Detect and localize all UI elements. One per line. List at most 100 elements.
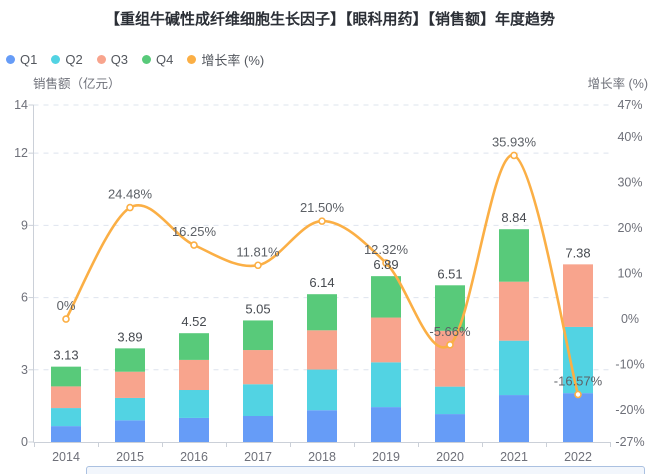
bar-segment-q1-2022[interactable] <box>563 393 593 442</box>
legend-item-q1[interactable]: Q1 <box>6 52 37 67</box>
bar-segment-q4-2014[interactable] <box>51 366 81 387</box>
bar-total-label: 8.84 <box>501 210 526 225</box>
growth-point-2016[interactable] <box>190 241 198 249</box>
right-axis-tick-label: -27% <box>615 435 644 449</box>
bar-segment-q1-2019[interactable] <box>371 407 401 442</box>
left-axis-tick-label: 0 <box>21 435 28 449</box>
growth-point-2020[interactable] <box>446 341 454 349</box>
bar-segment-q3-2018[interactable] <box>307 330 337 370</box>
x-axis-category-label: 2015 <box>116 450 144 464</box>
bar-segment-q1-2017[interactable] <box>243 416 273 442</box>
bar-segment-q2-2020[interactable] <box>435 386 465 415</box>
growth-point-2022[interactable] <box>574 390 582 399</box>
right-axis-tick-label: 47% <box>617 98 642 112</box>
bar-segment-q1-2021[interactable] <box>499 395 529 442</box>
legend-dot-icon <box>96 54 106 64</box>
bar-segment-q2-2017[interactable] <box>243 384 273 417</box>
bar-segment-q3-2020[interactable] <box>435 330 465 387</box>
bar-segment-q3-2021[interactable] <box>499 281 529 341</box>
growth-rate-label: 12.32% <box>364 242 409 257</box>
growth-rate-label: 11.81% <box>236 244 280 259</box>
bar-segment-q3-2019[interactable] <box>371 317 401 363</box>
bar-total-label: 4.52 <box>181 314 206 329</box>
legend-item-q4[interactable]: Q4 <box>142 52 173 67</box>
bar-segment-q2-2019[interactable] <box>371 362 401 408</box>
legend-item-label: 增长率 (%) <box>201 52 265 68</box>
bar-segment-q3-2014[interactable] <box>51 386 81 409</box>
bar-series <box>51 229 593 442</box>
x-axis-category-label: 2022 <box>564 450 592 464</box>
growth-point-2017[interactable] <box>254 261 262 270</box>
legend-item-q3[interactable]: Q3 <box>96 51 129 67</box>
growth-point-2019[interactable] <box>382 259 390 267</box>
bar-segment-q1-2018[interactable] <box>307 410 337 442</box>
bar-segment-q1-2015[interactable] <box>115 420 145 442</box>
left-axis-name: 销售额（亿元） <box>33 76 121 91</box>
legend-item-q2[interactable]: Q2 <box>51 52 83 67</box>
left-axis-tick-label: 12 <box>14 146 28 160</box>
x-axis-category-label: 2018 <box>308 450 336 464</box>
legend-dot-icon <box>51 54 61 64</box>
axes: 14 12 9 6 3 0 47% 40% 30% 20% 10% 0% -10% -20% -27% 销售额… <box>14 76 648 464</box>
bar-segment-q4-2021[interactable] <box>499 229 529 282</box>
growth-rate-label: 35.93% <box>492 134 537 149</box>
bar-segment-q3-2016[interactable] <box>179 359 209 391</box>
legend: Q1 Q2 Q3 Q4 增长率 (%) <box>6 50 278 68</box>
chart-title: 【重组牛碱性成纤维细胞生长因子】【眼科用药】【销售额】年度趋势 <box>104 11 555 28</box>
right-axis-tick-label: 20% <box>617 221 642 235</box>
bar-total-label: 5.05 <box>245 301 270 316</box>
legend-dot-icon <box>142 54 152 64</box>
x-axis-category-label: 2021 <box>500 450 528 464</box>
bar-segment-q1-2014[interactable] <box>51 426 81 442</box>
legend-item-growth-rate[interactable]: 增长率 (%) <box>187 50 264 69</box>
growth-point-2014[interactable] <box>62 315 70 323</box>
bar-segment-q2-2022[interactable] <box>563 326 593 394</box>
bar-total-label: 6.14 <box>309 275 334 290</box>
x-axis-category-label: 2014 <box>52 450 80 464</box>
bar-segment-q4-2015[interactable] <box>115 348 145 372</box>
x-axis-category-label: 2019 <box>372 450 400 464</box>
growth-rate-label: 0% <box>57 298 76 313</box>
bar-segment-q4-2016[interactable] <box>179 333 209 360</box>
legend-item-label: Q1 <box>20 51 38 67</box>
right-axis-tick-label: 30% <box>617 175 642 189</box>
growth-rate-label: 24.48% <box>108 187 153 202</box>
bar-segment-q4-2019[interactable] <box>371 276 401 318</box>
right-axis-tick-label: 40% <box>617 130 642 144</box>
bar-segment-q2-2015[interactable] <box>115 397 145 421</box>
bar-segment-q3-2017[interactable] <box>243 350 273 385</box>
bar-segment-q4-2018[interactable] <box>307 294 337 331</box>
bar-segment-q3-2015[interactable] <box>115 371 145 398</box>
bar-total-label: 3.13 <box>53 348 78 363</box>
bar-segment-q1-2016[interactable] <box>179 417 209 442</box>
growth-line-series <box>62 151 582 399</box>
datazoom-slider[interactable] <box>86 466 645 474</box>
growth-point-2015[interactable] <box>126 203 134 212</box>
growth-point-2021[interactable] <box>510 151 518 160</box>
bar-segment-q4-2017[interactable] <box>243 320 273 351</box>
legend-dot-icon <box>6 54 15 64</box>
right-axis-tick-label: -10% <box>615 358 644 372</box>
bar-segment-q2-2021[interactable] <box>499 340 529 396</box>
data-labels: 3.13 3.89 4.52 5.05 6.14 6.89 6.51 8.84 7.38 0% 24… <box>53 134 602 388</box>
legend-item-label: Q3 <box>110 51 129 67</box>
bar-segment-q3-2022[interactable] <box>563 264 593 327</box>
bar-total-label: 7.38 <box>565 245 590 260</box>
right-axis-tick-label: 0% <box>621 312 639 326</box>
x-axis-category-label: 2020 <box>436 450 464 464</box>
x-axis-category-label: 2016 <box>180 450 208 464</box>
right-axis-tick-label: -20% <box>615 403 644 417</box>
right-axis-name: 增长率 (%) <box>588 76 648 91</box>
left-axis-tick-label: 14 <box>14 98 28 112</box>
growth-rate-label: 16.25% <box>172 224 217 239</box>
left-axis-tick-label: 3 <box>21 363 28 377</box>
bar-segment-q1-2020[interactable] <box>435 414 465 442</box>
growth-rate-label: 21.50% <box>300 200 345 215</box>
growth-point-2018[interactable] <box>318 217 326 225</box>
bar-segment-q2-2018[interactable] <box>307 369 337 411</box>
bar-segment-q2-2016[interactable] <box>179 390 209 418</box>
growth-rate-label: -16.57% <box>554 374 603 389</box>
bar-segment-q2-2014[interactable] <box>51 408 81 427</box>
